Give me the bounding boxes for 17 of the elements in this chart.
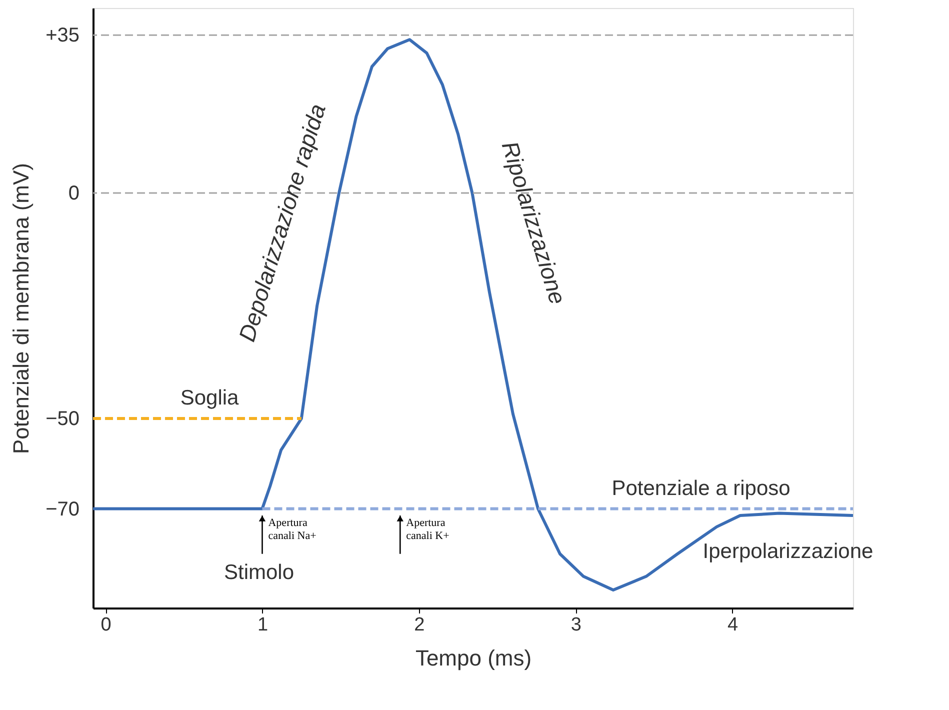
annotation: Stimolo	[224, 561, 294, 584]
x-tick-label: 0	[100, 614, 112, 636]
x-tick-label: 4	[728, 614, 739, 636]
annotation: Apertura canali K+	[406, 516, 450, 542]
x-tick-label: 1	[257, 614, 268, 636]
x-axis-title: Tempo (ms)	[415, 646, 532, 670]
y-tick-label: −70	[46, 498, 80, 520]
y-axis-title: Potenziale di membrana (mV)	[8, 162, 34, 454]
y-tick-label: 0	[68, 182, 80, 204]
y-tick-label: −50	[46, 408, 80, 430]
annotation: Iperpolarizzazione	[702, 540, 874, 563]
annotation: Apertura canali Na+	[268, 516, 316, 542]
y-tick-label: +35	[46, 24, 80, 47]
series-label: Potenziale a riposo	[612, 476, 790, 500]
series-label: Soglia	[180, 386, 240, 410]
x-tick-label: 3	[570, 614, 582, 636]
x-tick-label: 2	[414, 614, 425, 636]
